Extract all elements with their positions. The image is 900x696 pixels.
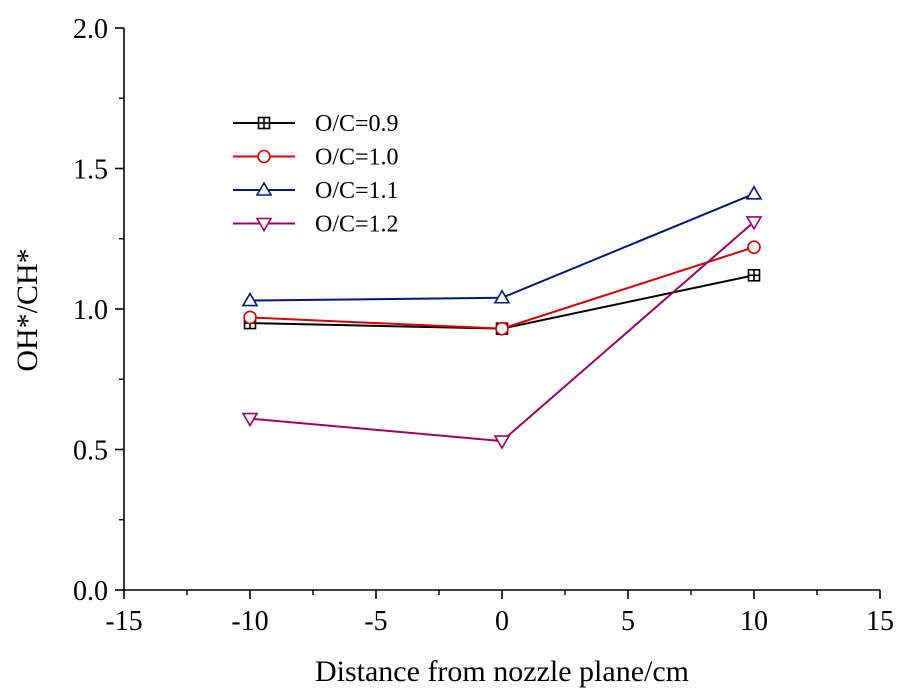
series-4 — [241, 216, 763, 450]
y-tick-label: 1.0 — [73, 295, 108, 326]
data-point — [241, 412, 259, 428]
legend-label: O/C=1.2 — [315, 212, 399, 238]
y-tick-label: 2.0 — [73, 14, 108, 45]
data-point — [747, 268, 761, 282]
legend-marker — [257, 116, 271, 130]
y-tick-label: 0.0 — [73, 576, 108, 607]
legend-label: O/C=1.1 — [315, 178, 399, 204]
x-tick-label: 5 — [621, 606, 635, 637]
legend: O/C=0.9 O/C=1.0 O/C=1.1 O/C=1.2 — [233, 111, 399, 238]
data-point — [493, 435, 511, 450]
data-point — [493, 289, 511, 304]
legend-label: O/C=1.0 — [315, 145, 399, 171]
legend-marker — [257, 149, 271, 164]
x-tick-label: 0 — [495, 606, 509, 637]
legend-label: O/C=0.9 — [315, 111, 399, 137]
series-layer — [241, 185, 763, 450]
legend-item: O/C=1.1 — [233, 178, 399, 204]
series-line — [249, 192, 755, 302]
x-tick-label: -10 — [231, 606, 268, 637]
series-2 — [243, 240, 761, 336]
data-point — [745, 216, 763, 231]
legend-item: O/C=1.0 — [233, 145, 399, 171]
x-tick-label: -5 — [364, 606, 387, 637]
legend-item: O/C=1.2 — [233, 212, 399, 238]
series-3 — [241, 185, 763, 307]
data-point — [745, 185, 763, 200]
x-axis-title: Distance from nozzle plane/cm — [315, 655, 689, 688]
x-axis: -15 -10 -5 0 5 10 15 — [105, 589, 894, 637]
data-point — [243, 310, 257, 325]
y-axis-title: OH*/CH* — [11, 248, 44, 371]
data-point — [241, 291, 259, 307]
y-tick-label: 0.5 — [73, 436, 108, 467]
legend-marker — [255, 217, 273, 233]
y-tick-label: 1.5 — [73, 155, 108, 186]
x-tick-label: 15 — [866, 606, 894, 637]
y-axis: 0.0 0.5 1.0 1.5 2.0 — [73, 14, 125, 607]
x-tick-label: 10 — [740, 606, 768, 637]
x-tick-label: -15 — [105, 606, 142, 637]
data-point — [747, 240, 761, 254]
legend-marker — [255, 181, 273, 196]
legend-item: O/C=0.9 — [233, 111, 399, 137]
data-point — [495, 321, 509, 336]
